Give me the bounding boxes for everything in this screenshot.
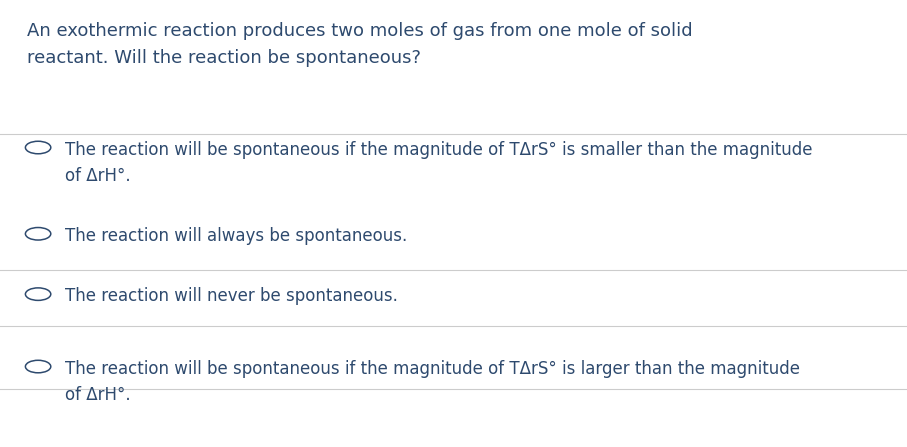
- Text: The reaction will be spontaneous if the magnitude of TΔrS° is smaller than the m: The reaction will be spontaneous if the …: [65, 141, 813, 185]
- Text: An exothermic reaction produces two moles of gas from one mole of solid
reactant: An exothermic reaction produces two mole…: [27, 22, 693, 67]
- Text: The reaction will always be spontaneous.: The reaction will always be spontaneous.: [65, 227, 407, 245]
- Text: The reaction will be spontaneous if the magnitude of TΔrS° is larger than the ma: The reaction will be spontaneous if the …: [65, 360, 800, 404]
- Text: The reaction will never be spontaneous.: The reaction will never be spontaneous.: [65, 287, 398, 305]
